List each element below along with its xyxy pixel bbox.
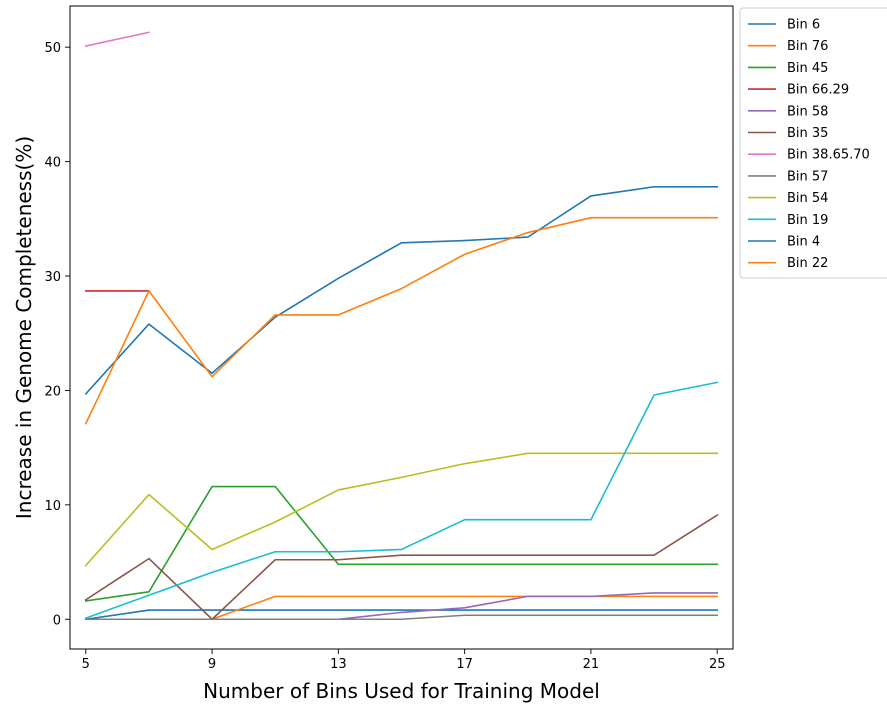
plot-border bbox=[69, 5, 734, 650]
y-axis: 0 10 20 30 40 50 bbox=[44, 41, 70, 628]
legend-label: Bin 54 bbox=[787, 191, 828, 206]
y-tick-label: 40 bbox=[44, 156, 61, 171]
legend: Bin 6 Bin 76 Bin 45 Bin 66.29 Bin 58 Bin 35 Bi… bbox=[739, 7, 887, 279]
legend-label: Bin 57 bbox=[787, 169, 828, 184]
x-tick-label: 17 bbox=[456, 657, 473, 672]
x-tick-label: 25 bbox=[709, 657, 726, 672]
x-tick-label: 9 bbox=[208, 657, 216, 672]
series-layer bbox=[84, 31, 719, 621]
legend-label: Bin 76 bbox=[787, 39, 828, 54]
legend-label: Bin 38.65.70 bbox=[787, 148, 870, 163]
series-line-bin-6 bbox=[84, 609, 719, 621]
x-axis-label: Number of Bins Used for Training Model bbox=[203, 679, 600, 703]
legend-box bbox=[739, 7, 887, 279]
legend-label: Bin 66.29 bbox=[787, 83, 849, 98]
series-line-bin-57 bbox=[84, 614, 719, 621]
plot-frame bbox=[69, 5, 734, 650]
series-line-bin-38-65-70 bbox=[84, 31, 150, 47]
y-axis-label: Increase in Genome Completeness(%) bbox=[12, 136, 36, 519]
x-axis: 5 9 13 17 21 25 bbox=[82, 649, 726, 672]
series-line-bin-19 bbox=[84, 381, 719, 620]
x-tick-label: 21 bbox=[583, 657, 600, 672]
legend-label: Bin 19 bbox=[787, 213, 828, 228]
series-line-bin-22 bbox=[84, 216, 719, 425]
plot-area bbox=[70, 6, 733, 649]
y-tick-label: 20 bbox=[44, 384, 61, 399]
legend-label: Bin 35 bbox=[787, 126, 828, 141]
y-tick-label: 0 bbox=[53, 613, 61, 628]
x-tick-label: 5 bbox=[82, 657, 90, 672]
series-line-bin-4 bbox=[84, 185, 719, 395]
x-tick-label: 13 bbox=[330, 657, 347, 672]
legend-label: Bin 4 bbox=[787, 235, 820, 250]
plot-background bbox=[70, 6, 733, 649]
legend-label: Bin 45 bbox=[787, 61, 828, 76]
legend-label: Bin 22 bbox=[787, 256, 828, 271]
legend-label: Bin 58 bbox=[787, 104, 828, 119]
y-tick-label: 50 bbox=[44, 41, 61, 56]
series-line-bin-54 bbox=[84, 452, 719, 567]
legend-label: Bin 6 bbox=[787, 18, 820, 33]
y-tick-label: 30 bbox=[44, 270, 61, 285]
series-line-bin-45 bbox=[84, 485, 719, 602]
y-tick-label: 10 bbox=[44, 499, 61, 514]
series-line-bin-35 bbox=[84, 514, 719, 621]
